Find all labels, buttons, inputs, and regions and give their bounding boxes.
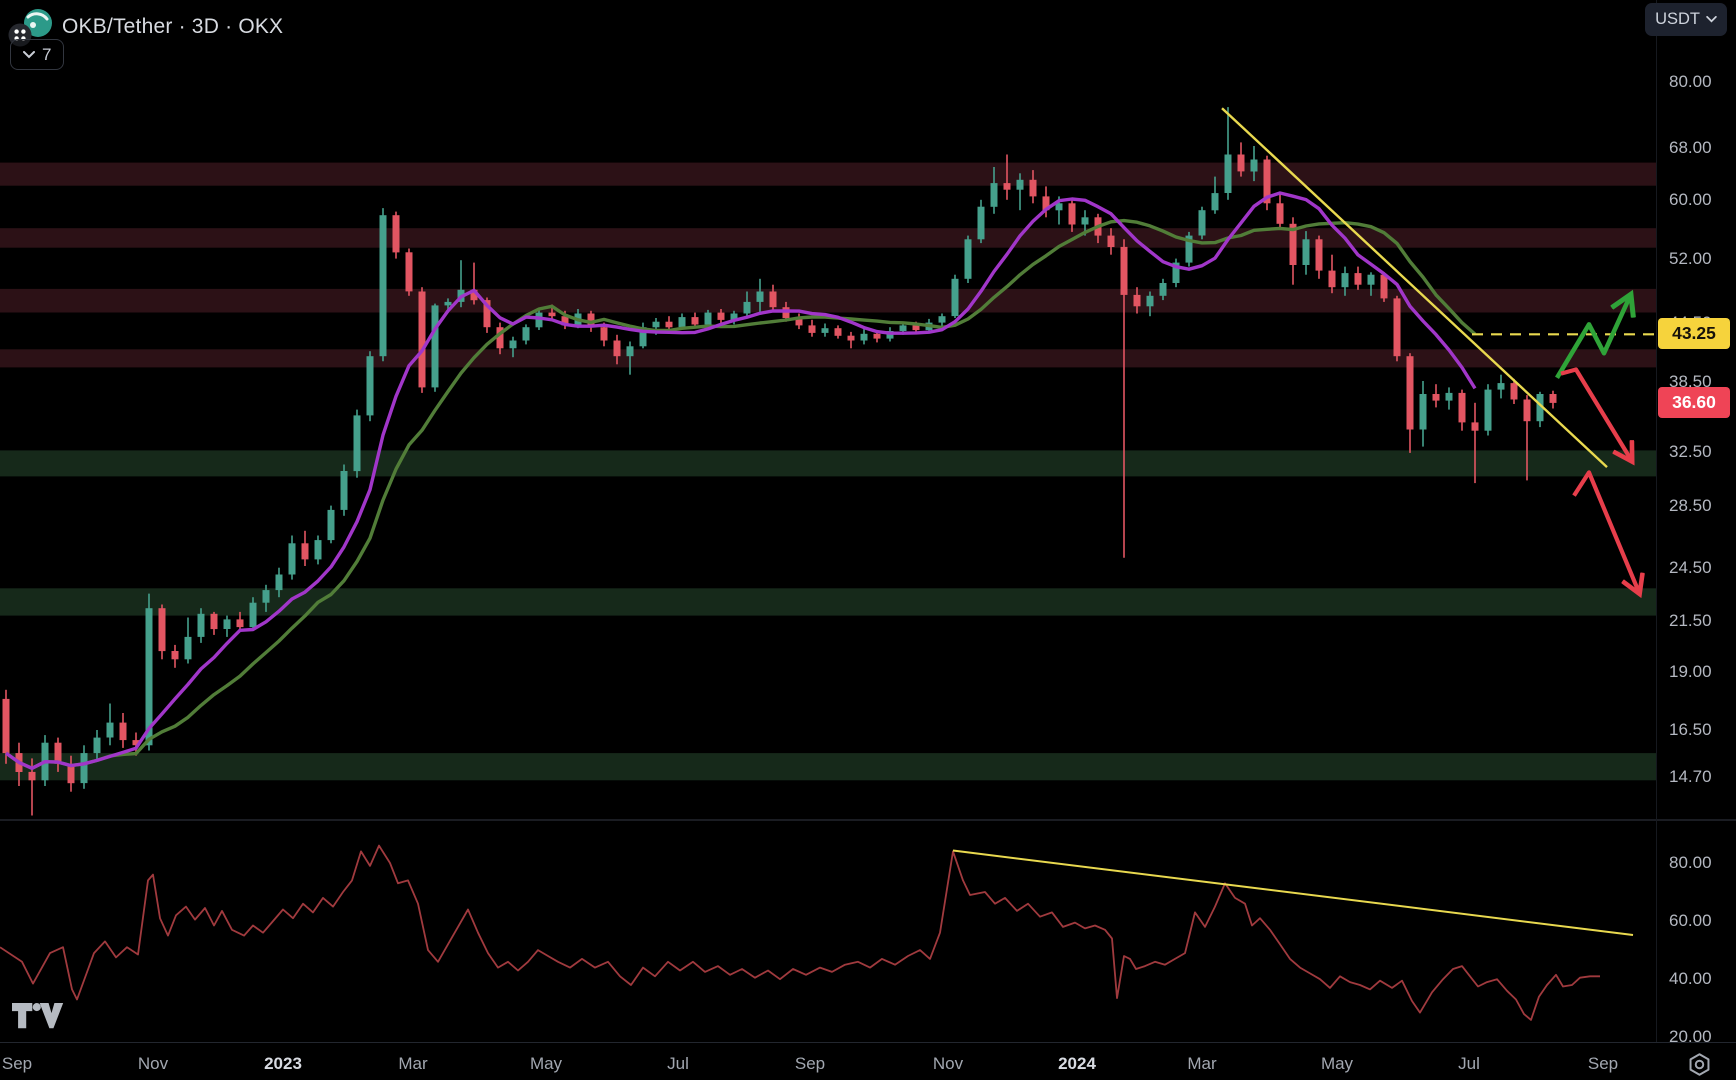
price-axis-label: 52.00 xyxy=(1669,249,1712,268)
time-axis-label: 2023 xyxy=(264,1054,302,1073)
price-axis-label: 24.50 xyxy=(1669,558,1712,577)
chevron-down-icon xyxy=(1706,16,1717,23)
time-axis-label: Mar xyxy=(398,1054,428,1073)
time-axis-border xyxy=(0,1042,1736,1043)
time-axis-label: May xyxy=(529,1054,563,1073)
indicator-value: 7 xyxy=(42,44,52,64)
currency-selector-button[interactable]: USDT xyxy=(1645,3,1727,36)
chart-header: OKB/Tether · 3D · OKX xyxy=(8,4,283,49)
price-axis-label: 14.70 xyxy=(1669,767,1712,786)
time-axis-label: Nov xyxy=(137,1054,169,1073)
indicator-axis-label: 80.00 xyxy=(1669,853,1712,872)
indicator-settings-button[interactable]: 7 xyxy=(10,39,65,70)
price-axis-label: 68.00 xyxy=(1669,138,1712,157)
symbol-logo-icon xyxy=(8,9,52,47)
chart-canvas[interactable] xyxy=(0,0,1736,1042)
time-axis-label: Sep xyxy=(1587,1054,1619,1073)
symbol-title[interactable]: OKB/Tether · 3D · OKX xyxy=(62,14,284,38)
price-axis-label: 21.50 xyxy=(1669,611,1712,630)
key-level-price-label: 43.25 xyxy=(1658,318,1730,349)
time-axis-label: Jul xyxy=(667,1054,689,1073)
price-axis-label: 28.50 xyxy=(1669,496,1712,515)
time-axis-label: May xyxy=(1320,1054,1354,1073)
price-axis-label: 32.50 xyxy=(1669,442,1712,461)
currency-label: USDT xyxy=(1655,10,1700,28)
time-axis-label: Nov xyxy=(932,1054,964,1073)
price-axis-label: 16.50 xyxy=(1669,720,1712,739)
time-axis-label: 2024 xyxy=(1058,1054,1096,1073)
price-axis-border xyxy=(1656,0,1657,1042)
indicator-axis-label: 60.00 xyxy=(1669,911,1712,930)
time-axis-label: Jul xyxy=(1458,1054,1480,1073)
time-axis-label: Sep xyxy=(794,1054,826,1073)
time-axis-label: Sep xyxy=(1,1054,33,1073)
indicator-axis-label: 40.00 xyxy=(1669,969,1712,988)
price-axis-label: 19.00 xyxy=(1669,662,1712,681)
price-axis-label: 60.00 xyxy=(1669,190,1712,209)
price-axis-label: 80.00 xyxy=(1669,72,1712,91)
price-axis-label: 38.50 xyxy=(1669,372,1712,391)
last-price-label: 36.60 xyxy=(1658,387,1730,418)
indicator-axis-label: 20.00 xyxy=(1669,1027,1712,1046)
time-axis-label: Mar xyxy=(1187,1054,1217,1073)
tradingview-logo[interactable] xyxy=(12,1000,64,1032)
chevron-down-icon xyxy=(23,50,35,58)
axis-settings-gear-icon[interactable] xyxy=(1687,1052,1712,1077)
